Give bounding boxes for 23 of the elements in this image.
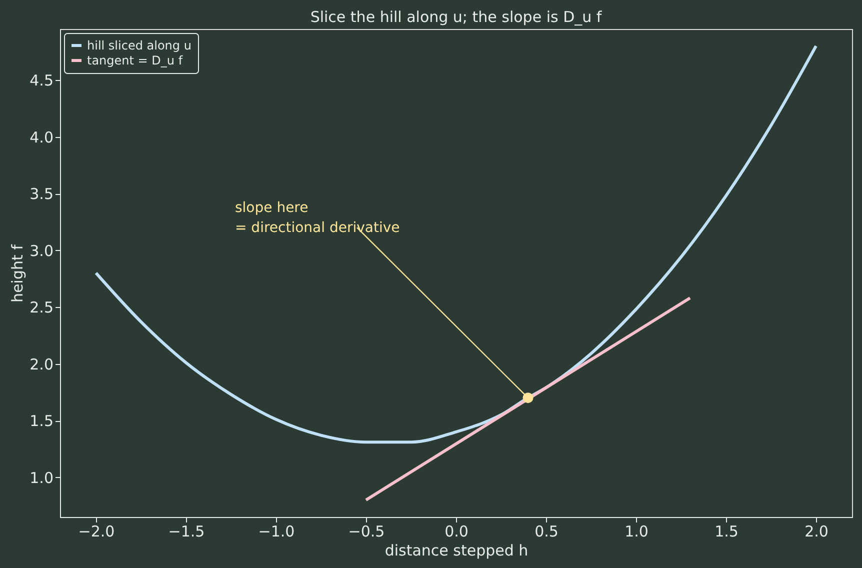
- annotation: slope here = directional derivative: [235, 200, 400, 236]
- x-tick-label: 2.0: [804, 522, 828, 540]
- y-tick-label: 3.0: [30, 242, 54, 260]
- y-tick-label: 2.0: [30, 355, 54, 374]
- y-axis-title: height f: [8, 244, 27, 302]
- y-tick-label: 1.0: [30, 468, 54, 487]
- x-tick-label: 0.5: [534, 522, 558, 540]
- y-tick-label: 2.5: [30, 298, 54, 317]
- x-tick-label: 1.5: [714, 522, 738, 540]
- x-tick-label: −0.5: [348, 522, 385, 540]
- legend-label: tangent = D_u f: [87, 54, 184, 68]
- x-tick-label: 1.0: [624, 522, 648, 540]
- x-axis-title: distance stepped h: [384, 542, 528, 560]
- x-tick-label: 0.0: [444, 522, 468, 540]
- x-tick-label: −2.0: [78, 522, 115, 540]
- chart-title: Slice the hill along u; the slope is D_u f: [310, 8, 602, 26]
- y-tick-label: 3.5: [30, 185, 54, 204]
- x-tick-label: −1.0: [258, 522, 295, 540]
- y-tick-label: 1.5: [30, 412, 54, 430]
- legend-label: hill sliced along u: [87, 38, 192, 52]
- y-tick-label: 4.5: [30, 72, 54, 90]
- y-tick-label: 4.0: [30, 128, 54, 146]
- x-tick-label: −1.5: [168, 522, 205, 540]
